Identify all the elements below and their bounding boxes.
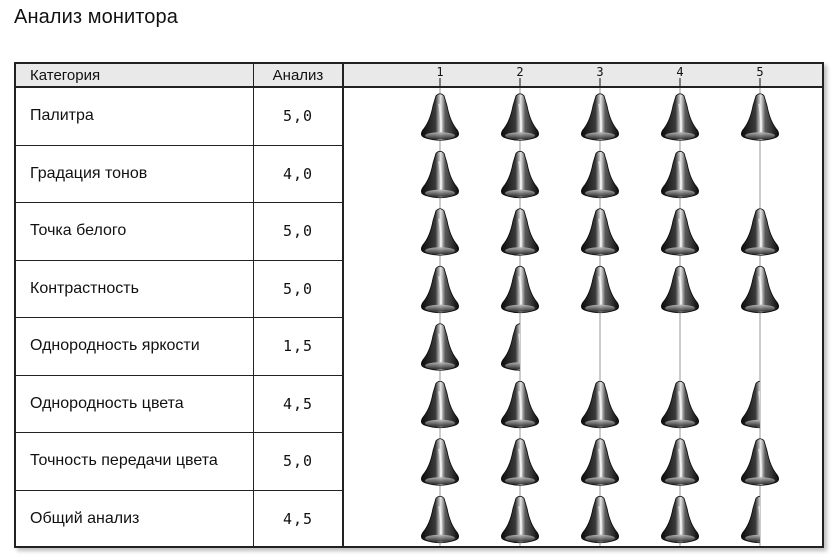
score-cell: 1,5 — [254, 318, 342, 376]
category-label: Контрастность — [30, 279, 139, 297]
rating-icon — [421, 265, 459, 314]
scale-tick-label: 1 — [436, 65, 443, 79]
rating-icon — [421, 150, 459, 199]
rating-table: Категория Анализ Палитра Градация тонов … — [14, 62, 824, 548]
table-row: Точка белого — [16, 203, 253, 261]
rating-icon — [741, 380, 760, 429]
rating-icon — [581, 208, 619, 256]
table-row: Контрастность — [16, 261, 253, 318]
category-label: Общий анализ — [30, 510, 140, 528]
rating-icon — [661, 380, 699, 429]
rating-icon — [421, 495, 459, 544]
score-cell: 4,5 — [254, 491, 342, 549]
rating-icon — [741, 438, 779, 486]
score-cell: 4,0 — [254, 146, 342, 203]
rating-icon — [501, 495, 539, 544]
rating-icon — [581, 150, 619, 199]
scale-tick-label: 5 — [756, 65, 763, 79]
rating-icon — [741, 495, 760, 544]
table-row: Точность передачи цвета — [16, 433, 253, 491]
score-value: 4,5 — [282, 510, 314, 529]
rating-chart: 1 2 3 4 5 — [344, 64, 822, 546]
table-row: Градация тонов — [16, 146, 253, 203]
table-row: Однородность цвета — [16, 376, 253, 433]
rating-icon — [421, 438, 459, 486]
rating-icon — [501, 438, 539, 486]
scale-tick-label: 3 — [596, 65, 603, 79]
rating-icon — [421, 208, 459, 256]
page-title: Анализ монитора — [14, 6, 178, 28]
rating-icon — [581, 380, 619, 429]
score-cell: 5,0 — [254, 88, 342, 146]
rating-icon — [741, 208, 779, 256]
header-score-cell: Анализ — [254, 64, 344, 88]
score-value: 4,0 — [282, 164, 314, 183]
header-category-cell: Категория — [16, 64, 254, 88]
rating-icon — [661, 265, 699, 314]
header-category-label: Категория — [30, 67, 101, 84]
category-label: Палитра — [30, 107, 94, 125]
category-label: Однородность яркости — [30, 337, 200, 355]
rating-icon — [581, 265, 619, 314]
header-scale-cell — [344, 64, 822, 88]
score-cell: 5,0 — [254, 261, 342, 318]
score-value: 5,0 — [282, 279, 314, 298]
category-label: Точность передачи цвета — [30, 452, 218, 470]
rating-icon — [661, 93, 699, 141]
table-row: Однородность яркости — [16, 318, 253, 376]
score-value: 1,5 — [282, 337, 314, 356]
rating-icon — [741, 93, 779, 141]
rating-icon — [581, 495, 619, 544]
rating-icon — [501, 208, 539, 256]
score-value: 5,0 — [282, 222, 314, 241]
rating-icon — [501, 323, 520, 371]
rating-icon — [501, 380, 539, 429]
rating-icon — [581, 438, 619, 486]
rating-icon — [421, 323, 459, 371]
score-cell: 4,5 — [254, 376, 342, 433]
score-column: 5,0 4,0 5,0 5,0 1,5 4,5 5,0 4,5 — [254, 88, 344, 548]
score-value: 5,0 — [282, 452, 314, 471]
table-row: Палитра — [16, 88, 253, 146]
rating-icon — [661, 495, 699, 544]
rating-icon — [661, 208, 699, 256]
rating-icon — [661, 150, 699, 199]
rating-icon — [661, 438, 699, 486]
category-label: Точка белого — [30, 222, 127, 240]
category-label: Градация тонов — [30, 164, 148, 182]
category-label: Однородность цвета — [30, 394, 184, 412]
score-value: 4,5 — [282, 394, 314, 413]
rating-icon — [501, 265, 539, 314]
scale-tick-label: 4 — [676, 65, 683, 79]
rating-icon — [421, 93, 459, 141]
score-cell: 5,0 — [254, 433, 342, 491]
rating-icon — [581, 93, 619, 141]
category-column: Палитра Градация тонов Точка белого Конт… — [16, 88, 254, 548]
rating-icon — [501, 150, 539, 199]
rating-icon — [421, 380, 459, 429]
rating-chart-svg: 1 2 3 4 5 — [421, 65, 779, 546]
score-cell: 5,0 — [254, 203, 342, 261]
score-value: 5,0 — [282, 107, 314, 126]
rating-icon — [741, 265, 779, 314]
header-score-label: Анализ — [272, 67, 324, 84]
rating-icon — [501, 93, 539, 141]
scale-tick-label: 2 — [516, 65, 523, 79]
table-row: Общий анализ — [16, 491, 253, 549]
